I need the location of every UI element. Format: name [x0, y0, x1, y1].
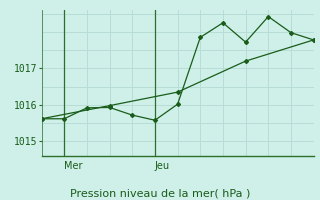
- Text: Jeu: Jeu: [155, 161, 170, 171]
- Text: Mer: Mer: [64, 161, 83, 171]
- Text: Pression niveau de la mer( hPa ): Pression niveau de la mer( hPa ): [70, 188, 250, 198]
